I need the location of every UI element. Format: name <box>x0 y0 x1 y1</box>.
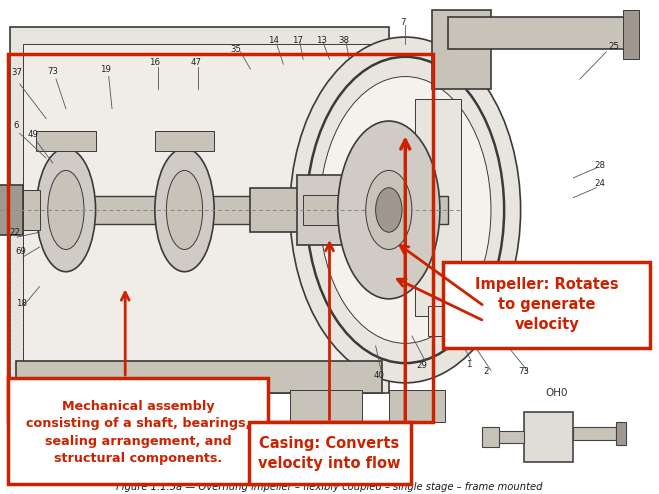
FancyBboxPatch shape <box>249 422 411 484</box>
Text: 19: 19 <box>100 65 111 74</box>
FancyBboxPatch shape <box>8 378 268 484</box>
Ellipse shape <box>320 77 491 343</box>
Bar <box>0 185 23 235</box>
Ellipse shape <box>290 37 521 383</box>
Text: 73: 73 <box>519 368 529 376</box>
Text: 17: 17 <box>293 36 303 45</box>
Text: 14: 14 <box>268 36 279 45</box>
Bar <box>573 427 616 440</box>
Bar <box>524 412 573 462</box>
Bar <box>623 10 639 59</box>
Text: 1: 1 <box>467 360 472 369</box>
Text: 73: 73 <box>47 67 58 76</box>
Text: 7: 7 <box>401 18 406 27</box>
Text: 35: 35 <box>231 45 241 54</box>
Bar <box>0 196 448 224</box>
Text: Figure 1.1.5a — Overhung impeller – flexibly coupled – single stage – frame moun: Figure 1.1.5a — Overhung impeller – flex… <box>116 482 543 492</box>
Text: Casing: Converts
velocity into flow: Casing: Converts velocity into flow <box>258 436 401 471</box>
Text: 28: 28 <box>594 161 605 170</box>
Ellipse shape <box>36 148 96 272</box>
Ellipse shape <box>48 170 84 249</box>
Text: Mechanical assembly
consisting of a shaft, bearings,
sealing arrangement, and
st: Mechanical assembly consisting of a shaf… <box>26 400 250 465</box>
Ellipse shape <box>376 188 402 232</box>
Bar <box>297 175 356 245</box>
Bar <box>23 190 40 230</box>
Bar <box>389 390 445 422</box>
Bar <box>290 390 362 422</box>
Text: 24: 24 <box>594 179 605 188</box>
Text: 47: 47 <box>191 58 202 67</box>
Bar <box>16 361 382 393</box>
Ellipse shape <box>366 170 412 249</box>
Bar <box>448 17 633 49</box>
Text: 40: 40 <box>374 371 384 380</box>
Bar <box>303 195 349 225</box>
Text: 38: 38 <box>339 36 349 45</box>
Bar <box>428 306 455 336</box>
Text: 2: 2 <box>484 368 489 376</box>
Text: 18: 18 <box>16 299 26 308</box>
Bar <box>26 390 99 422</box>
Text: 29: 29 <box>416 361 427 370</box>
Text: 37: 37 <box>11 68 22 77</box>
Bar <box>353 161 386 259</box>
Bar <box>250 188 316 232</box>
Bar <box>10 27 389 393</box>
Text: OH0: OH0 <box>546 388 568 398</box>
Bar <box>415 99 461 316</box>
Ellipse shape <box>155 148 214 272</box>
Ellipse shape <box>337 121 440 299</box>
Bar <box>432 10 491 89</box>
Bar <box>498 431 524 443</box>
Text: 13: 13 <box>316 36 327 45</box>
FancyBboxPatch shape <box>155 131 214 151</box>
Text: 16: 16 <box>150 58 160 67</box>
Bar <box>482 427 499 447</box>
Text: 25: 25 <box>609 42 619 51</box>
Ellipse shape <box>166 170 203 249</box>
Text: 22: 22 <box>9 228 20 237</box>
Bar <box>616 422 626 445</box>
Text: 69: 69 <box>16 247 26 256</box>
Bar <box>23 44 376 375</box>
Text: 49: 49 <box>28 130 38 139</box>
Text: Impeller: Rotates
to generate
velocity: Impeller: Rotates to generate velocity <box>475 278 619 332</box>
Text: 6: 6 <box>14 122 19 130</box>
FancyBboxPatch shape <box>443 262 650 348</box>
FancyBboxPatch shape <box>36 131 96 151</box>
